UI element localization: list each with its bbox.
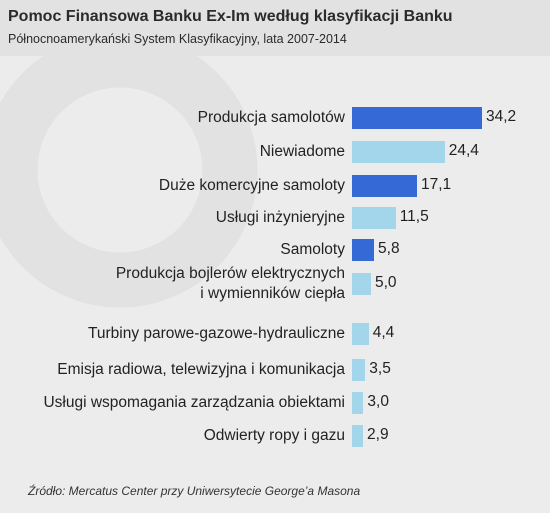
value-label: 3,0: [367, 393, 389, 410]
category-label: Niewiadome: [259, 143, 345, 160]
value-label: 3,5: [369, 360, 391, 377]
value-label: 34,2: [485, 108, 517, 125]
bar: [352, 207, 396, 229]
bar: [352, 392, 364, 414]
category-label: Emisja radiowa, telewizyjna i komunikacj…: [57, 361, 345, 378]
bar: [352, 141, 445, 163]
category-label: Usługi inżynieryjne: [215, 209, 345, 226]
bar: [352, 107, 482, 129]
value-label: 5,8: [378, 240, 400, 257]
bar: [352, 323, 369, 345]
value-label: 4,4: [372, 324, 395, 341]
category-label: Odwierty ropy i gazu: [203, 427, 345, 444]
category-label: Samoloty: [280, 241, 345, 258]
value-label: 11,5: [399, 208, 429, 225]
bar: [352, 175, 417, 197]
category-label: Produkcja bojlerów elektrycznych i wymie…: [115, 265, 345, 302]
bar: [352, 273, 371, 295]
bar: [352, 359, 366, 381]
header: [0, 0, 550, 56]
chart-title: Pomoc Finansowa Banku Ex-Im według klasy…: [8, 8, 453, 25]
value-label: 17,1: [420, 176, 452, 193]
category-label: Usługi wspomagania zarządzania obiektami: [43, 394, 345, 411]
category-label: Turbiny parowe-gazowe-hydrauliczne: [87, 325, 345, 342]
value-label: 5,0: [375, 274, 397, 291]
value-label: 2,9: [367, 426, 389, 443]
bar: [352, 239, 375, 261]
chart-subtitle: Północnoamerykański System Klasyfikacyjn…: [8, 32, 347, 46]
category-label: Duże komercyjne samoloty: [158, 177, 345, 194]
category-label: Produkcja samolotów: [197, 109, 345, 126]
bar: [352, 425, 364, 447]
value-label: 24,4: [448, 142, 479, 159]
source: Źródło: Mercatus Center przy Uniwersytec…: [28, 484, 361, 498]
